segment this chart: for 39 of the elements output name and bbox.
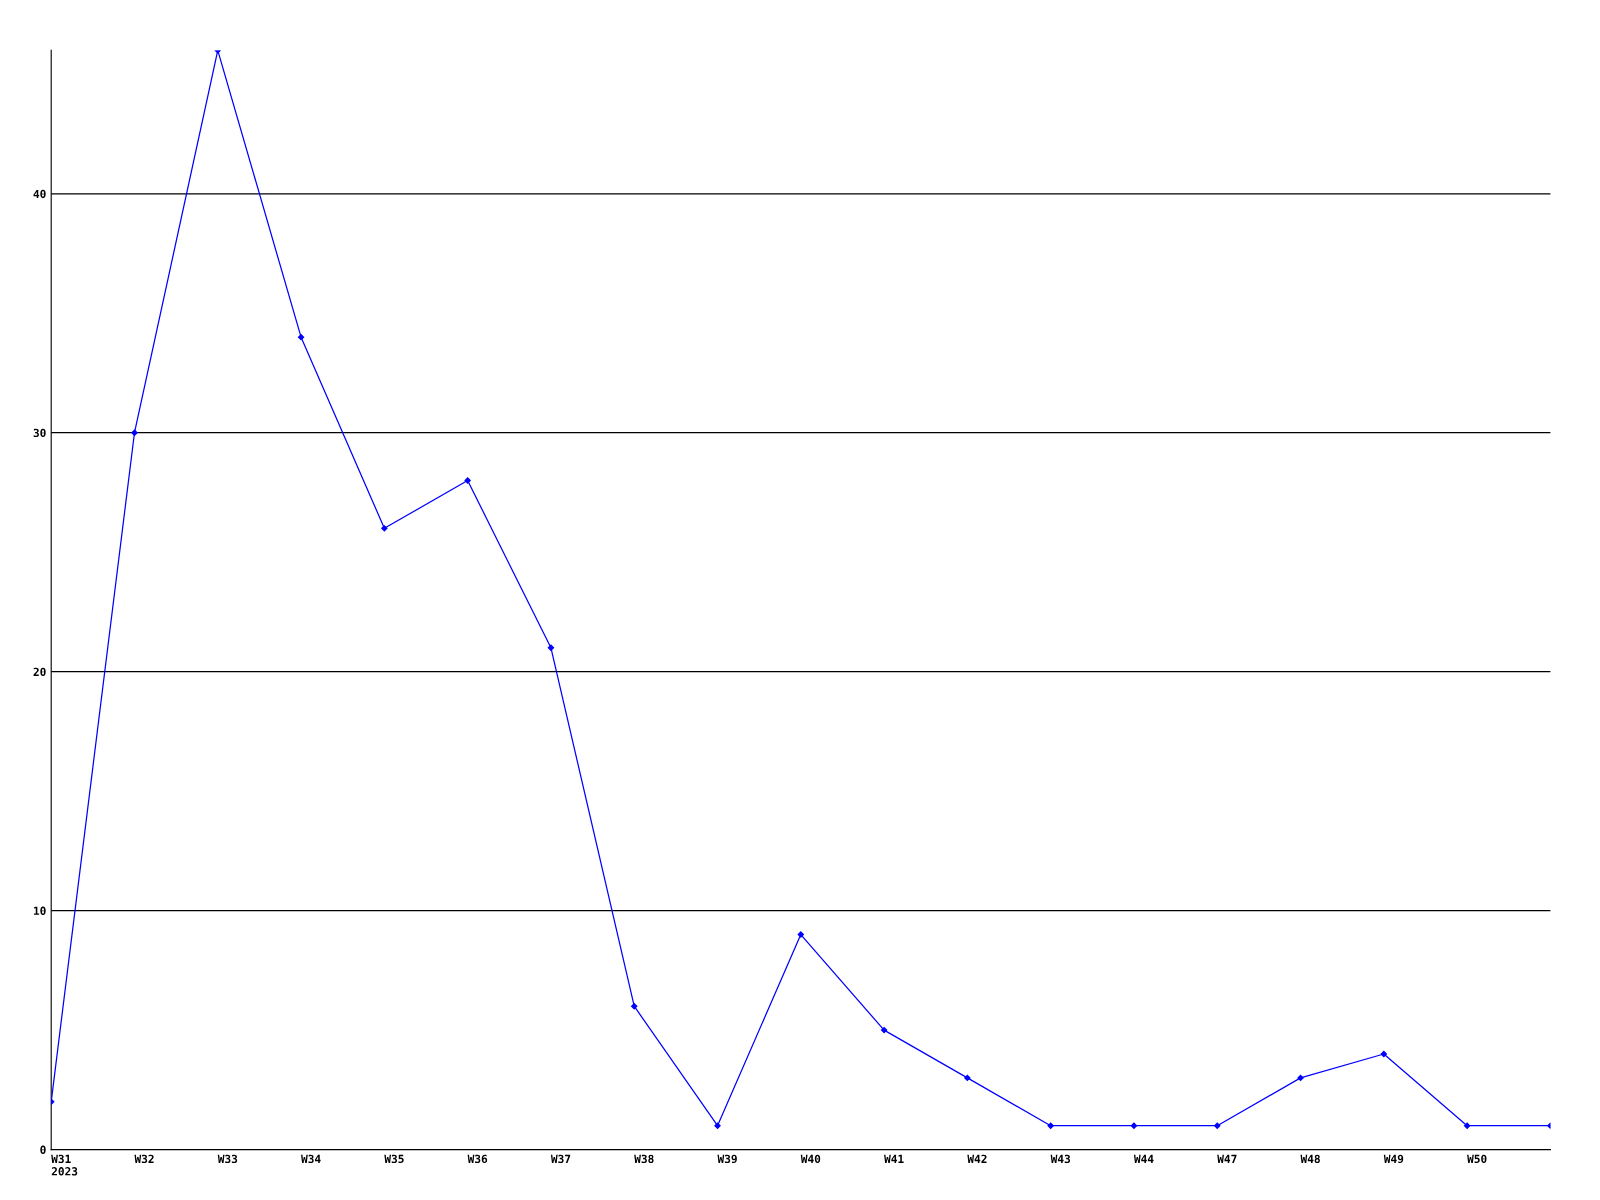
x-tick-label: W40 — [800, 1154, 821, 1164]
point — [964, 1074, 971, 1082]
x-tick-label: W44 — [1133, 1154, 1154, 1163]
x-tick-label: W33 — [217, 1154, 238, 1164]
y-tick-label: 30 — [33, 428, 46, 438]
x-tick-label: W49 — [1383, 1154, 1404, 1164]
x-tick-label: W41 — [884, 1154, 904, 1163]
x-tick-label: W36 — [467, 1154, 488, 1164]
point — [797, 931, 804, 938]
x-tick-label: W37 — [550, 1154, 571, 1164]
x-tick-label: W48 — [1300, 1154, 1320, 1164]
x-tick-label: W38 — [634, 1154, 654, 1164]
x-tick-label: W34 — [301, 1154, 321, 1164]
x-tick-label: W42 — [967, 1154, 987, 1163]
point — [547, 644, 555, 651]
x-tick-label: W39 — [717, 1154, 737, 1164]
x-tick-label: W31 2023 — [51, 1154, 78, 1176]
point — [1380, 1050, 1387, 1058]
point — [714, 1122, 721, 1129]
point — [631, 1003, 638, 1010]
y-tick-label: 20 — [33, 667, 46, 677]
point — [131, 429, 138, 436]
point — [1297, 1074, 1304, 1082]
x-tick-label: W32 — [134, 1154, 154, 1164]
point — [1214, 1122, 1221, 1129]
y-tick-label: 40 — [33, 189, 46, 199]
y-tick-label: 10 — [33, 906, 46, 916]
point — [1047, 1122, 1054, 1129]
point — [464, 477, 471, 484]
x-tick-label: W50 — [1467, 1154, 1487, 1164]
point — [381, 525, 388, 532]
y-tick-label: 0 — [40, 1145, 46, 1154]
point — [1463, 1122, 1471, 1129]
point — [1130, 1122, 1138, 1129]
x-tick-label: W35 — [384, 1154, 404, 1164]
x-tick-label: W47 — [1217, 1154, 1237, 1163]
x-tick-label: W43 — [1050, 1154, 1071, 1164]
point — [880, 1026, 888, 1034]
point — [297, 333, 305, 341]
